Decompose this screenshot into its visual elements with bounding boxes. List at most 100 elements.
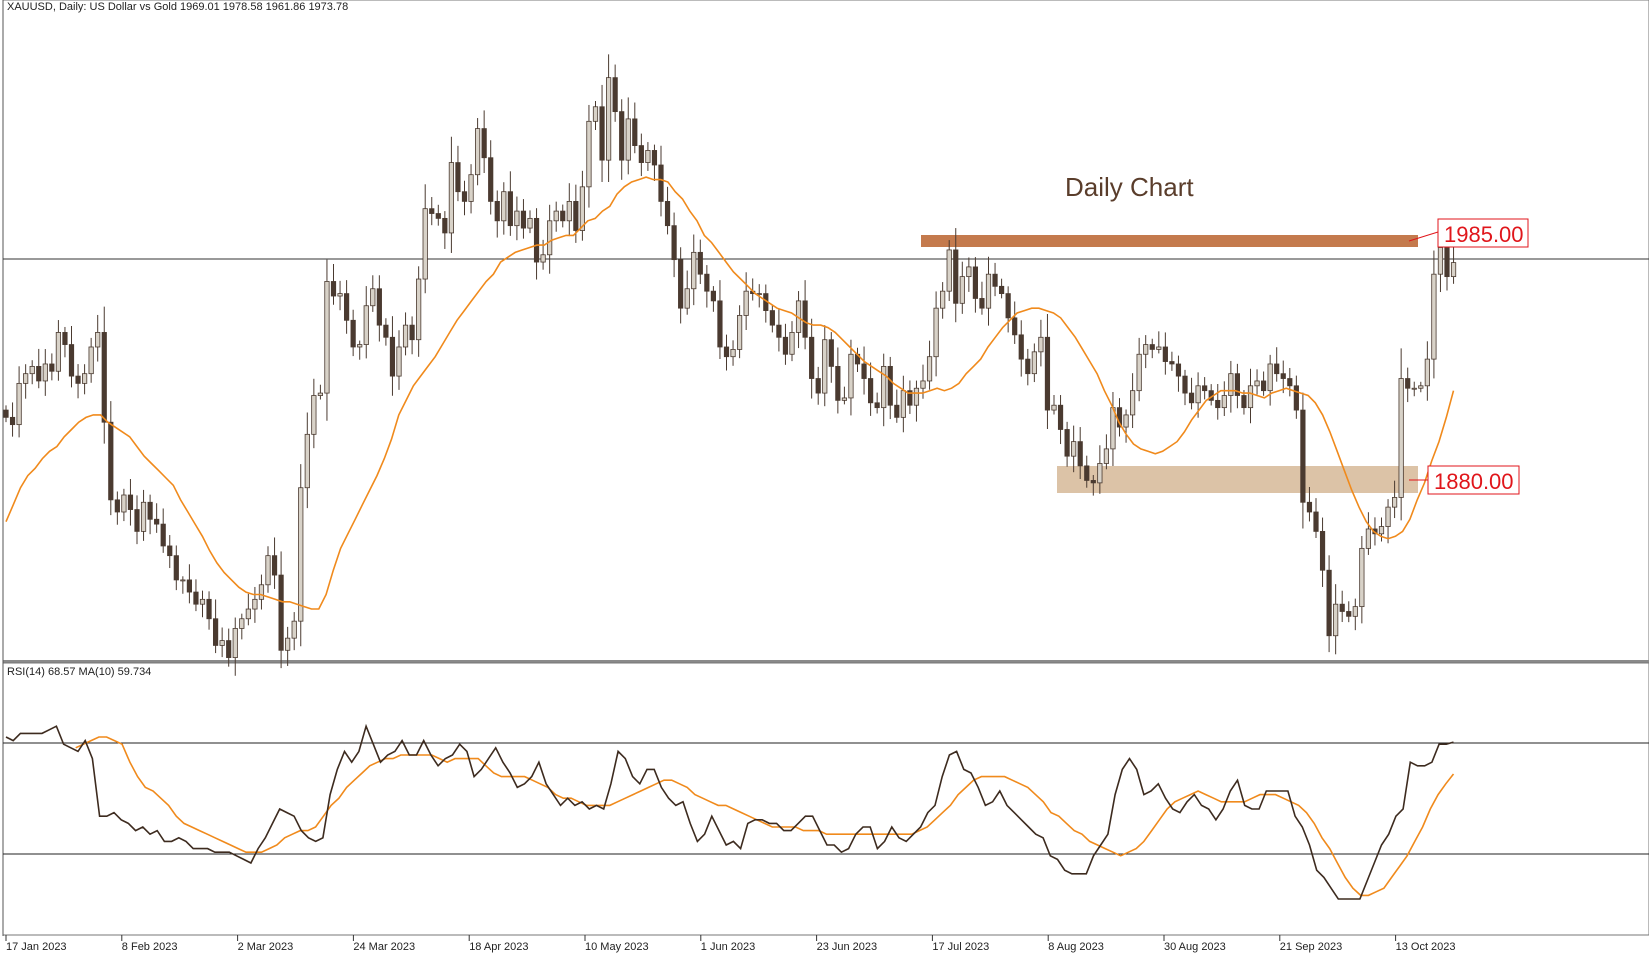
candle-body [95, 332, 101, 348]
candle-body [219, 640, 225, 646]
candle-body [62, 332, 68, 345]
candle-body [691, 251, 697, 290]
candle-body [638, 145, 644, 163]
candle-body [1123, 414, 1129, 428]
candle-body [121, 494, 127, 513]
candle-body [271, 555, 278, 576]
candle-body [1195, 385, 1201, 404]
candle-body [579, 186, 586, 231]
candle-body [809, 336, 815, 379]
candle-body [1437, 247, 1444, 275]
candle-body [42, 363, 48, 382]
candle-body [1300, 409, 1306, 503]
x-tick-label: 8 Feb 2023 [122, 941, 178, 953]
support-zone [1057, 466, 1418, 493]
candle-body [894, 404, 900, 418]
candle-body [907, 390, 913, 406]
candle-body [455, 162, 461, 193]
candle-body [592, 106, 599, 122]
candle-body [481, 128, 487, 159]
candle-body [298, 487, 304, 622]
candle-body [1247, 385, 1254, 409]
candle-body [442, 217, 448, 234]
candle-body [881, 365, 887, 409]
candle-body [193, 591, 199, 605]
candle-body [1424, 358, 1430, 387]
candle-body [828, 339, 834, 367]
candle-body [926, 356, 933, 382]
rsi-header: RSI(14) 68.57 MA(10) 59.734 [7, 666, 151, 678]
support-label-box [1427, 465, 1520, 495]
candle-body [1306, 501, 1313, 513]
candle-body [1038, 336, 1044, 353]
candle-body [239, 618, 245, 629]
candle-body [494, 200, 500, 222]
candle-body [802, 300, 808, 338]
candle-body [154, 518, 160, 525]
x-tick-label: 13 Oct 2023 [1396, 941, 1456, 953]
candle-body [1175, 363, 1182, 377]
candle-body [422, 208, 428, 280]
candle-body [743, 290, 749, 316]
candle-body [127, 494, 134, 510]
candle-body [114, 499, 120, 513]
candle-body [1254, 380, 1260, 387]
candle-body [1084, 465, 1090, 481]
candle-body [36, 365, 42, 382]
candle-body [1333, 603, 1339, 637]
candle-body [815, 378, 821, 394]
candle-body [1018, 334, 1024, 360]
candle-body [959, 276, 965, 304]
candle-body [1431, 273, 1437, 360]
candle-body [1103, 448, 1109, 464]
candle-body [1280, 373, 1286, 379]
candle-body [1149, 344, 1155, 350]
candle-body [1228, 373, 1234, 396]
candle-body [560, 210, 566, 222]
candle-body [180, 579, 186, 582]
candle-body [619, 111, 625, 161]
candle-body [966, 266, 972, 278]
candle-body [999, 285, 1005, 295]
candle-body [330, 281, 337, 297]
candle-body [717, 300, 723, 348]
candle-body [992, 273, 998, 287]
candle-body [140, 501, 147, 532]
candle-body [311, 395, 317, 435]
candle-body [1130, 390, 1136, 416]
x-tick-label: 21 Sep 2023 [1280, 941, 1342, 953]
candle-body [678, 259, 684, 309]
candle-body [527, 217, 533, 229]
candle-body [49, 363, 55, 372]
candle-body [9, 416, 16, 426]
chart-title-annotation: Daily Chart [1065, 172, 1194, 202]
candle-body [258, 584, 265, 600]
candle-body [147, 501, 153, 520]
candle-body [1097, 463, 1103, 484]
candle-body [429, 208, 435, 214]
candle-body [82, 373, 88, 384]
candle-body [868, 378, 874, 404]
candle-body [350, 319, 356, 348]
candle-body [540, 254, 546, 263]
candle-body [1215, 399, 1221, 409]
candle-body [1031, 351, 1037, 375]
candle-body [1169, 361, 1175, 365]
candle-body [409, 324, 415, 341]
candle-body [101, 332, 107, 423]
candle-body [887, 365, 893, 406]
candle-body [848, 353, 854, 399]
candle-body [1405, 378, 1411, 389]
candle-body [304, 433, 310, 489]
resistance-label: 1985.00 [1444, 222, 1524, 247]
candle-body [1202, 385, 1208, 392]
candle-body [173, 555, 179, 581]
candle-body [723, 346, 730, 358]
candle-body [1162, 346, 1168, 362]
candle-body [946, 249, 952, 292]
candle-body [23, 373, 29, 384]
candle-body [1188, 392, 1195, 404]
candle-body [285, 637, 291, 651]
rsi-ma-line [75, 736, 1455, 897]
candle-body [1156, 346, 1162, 350]
